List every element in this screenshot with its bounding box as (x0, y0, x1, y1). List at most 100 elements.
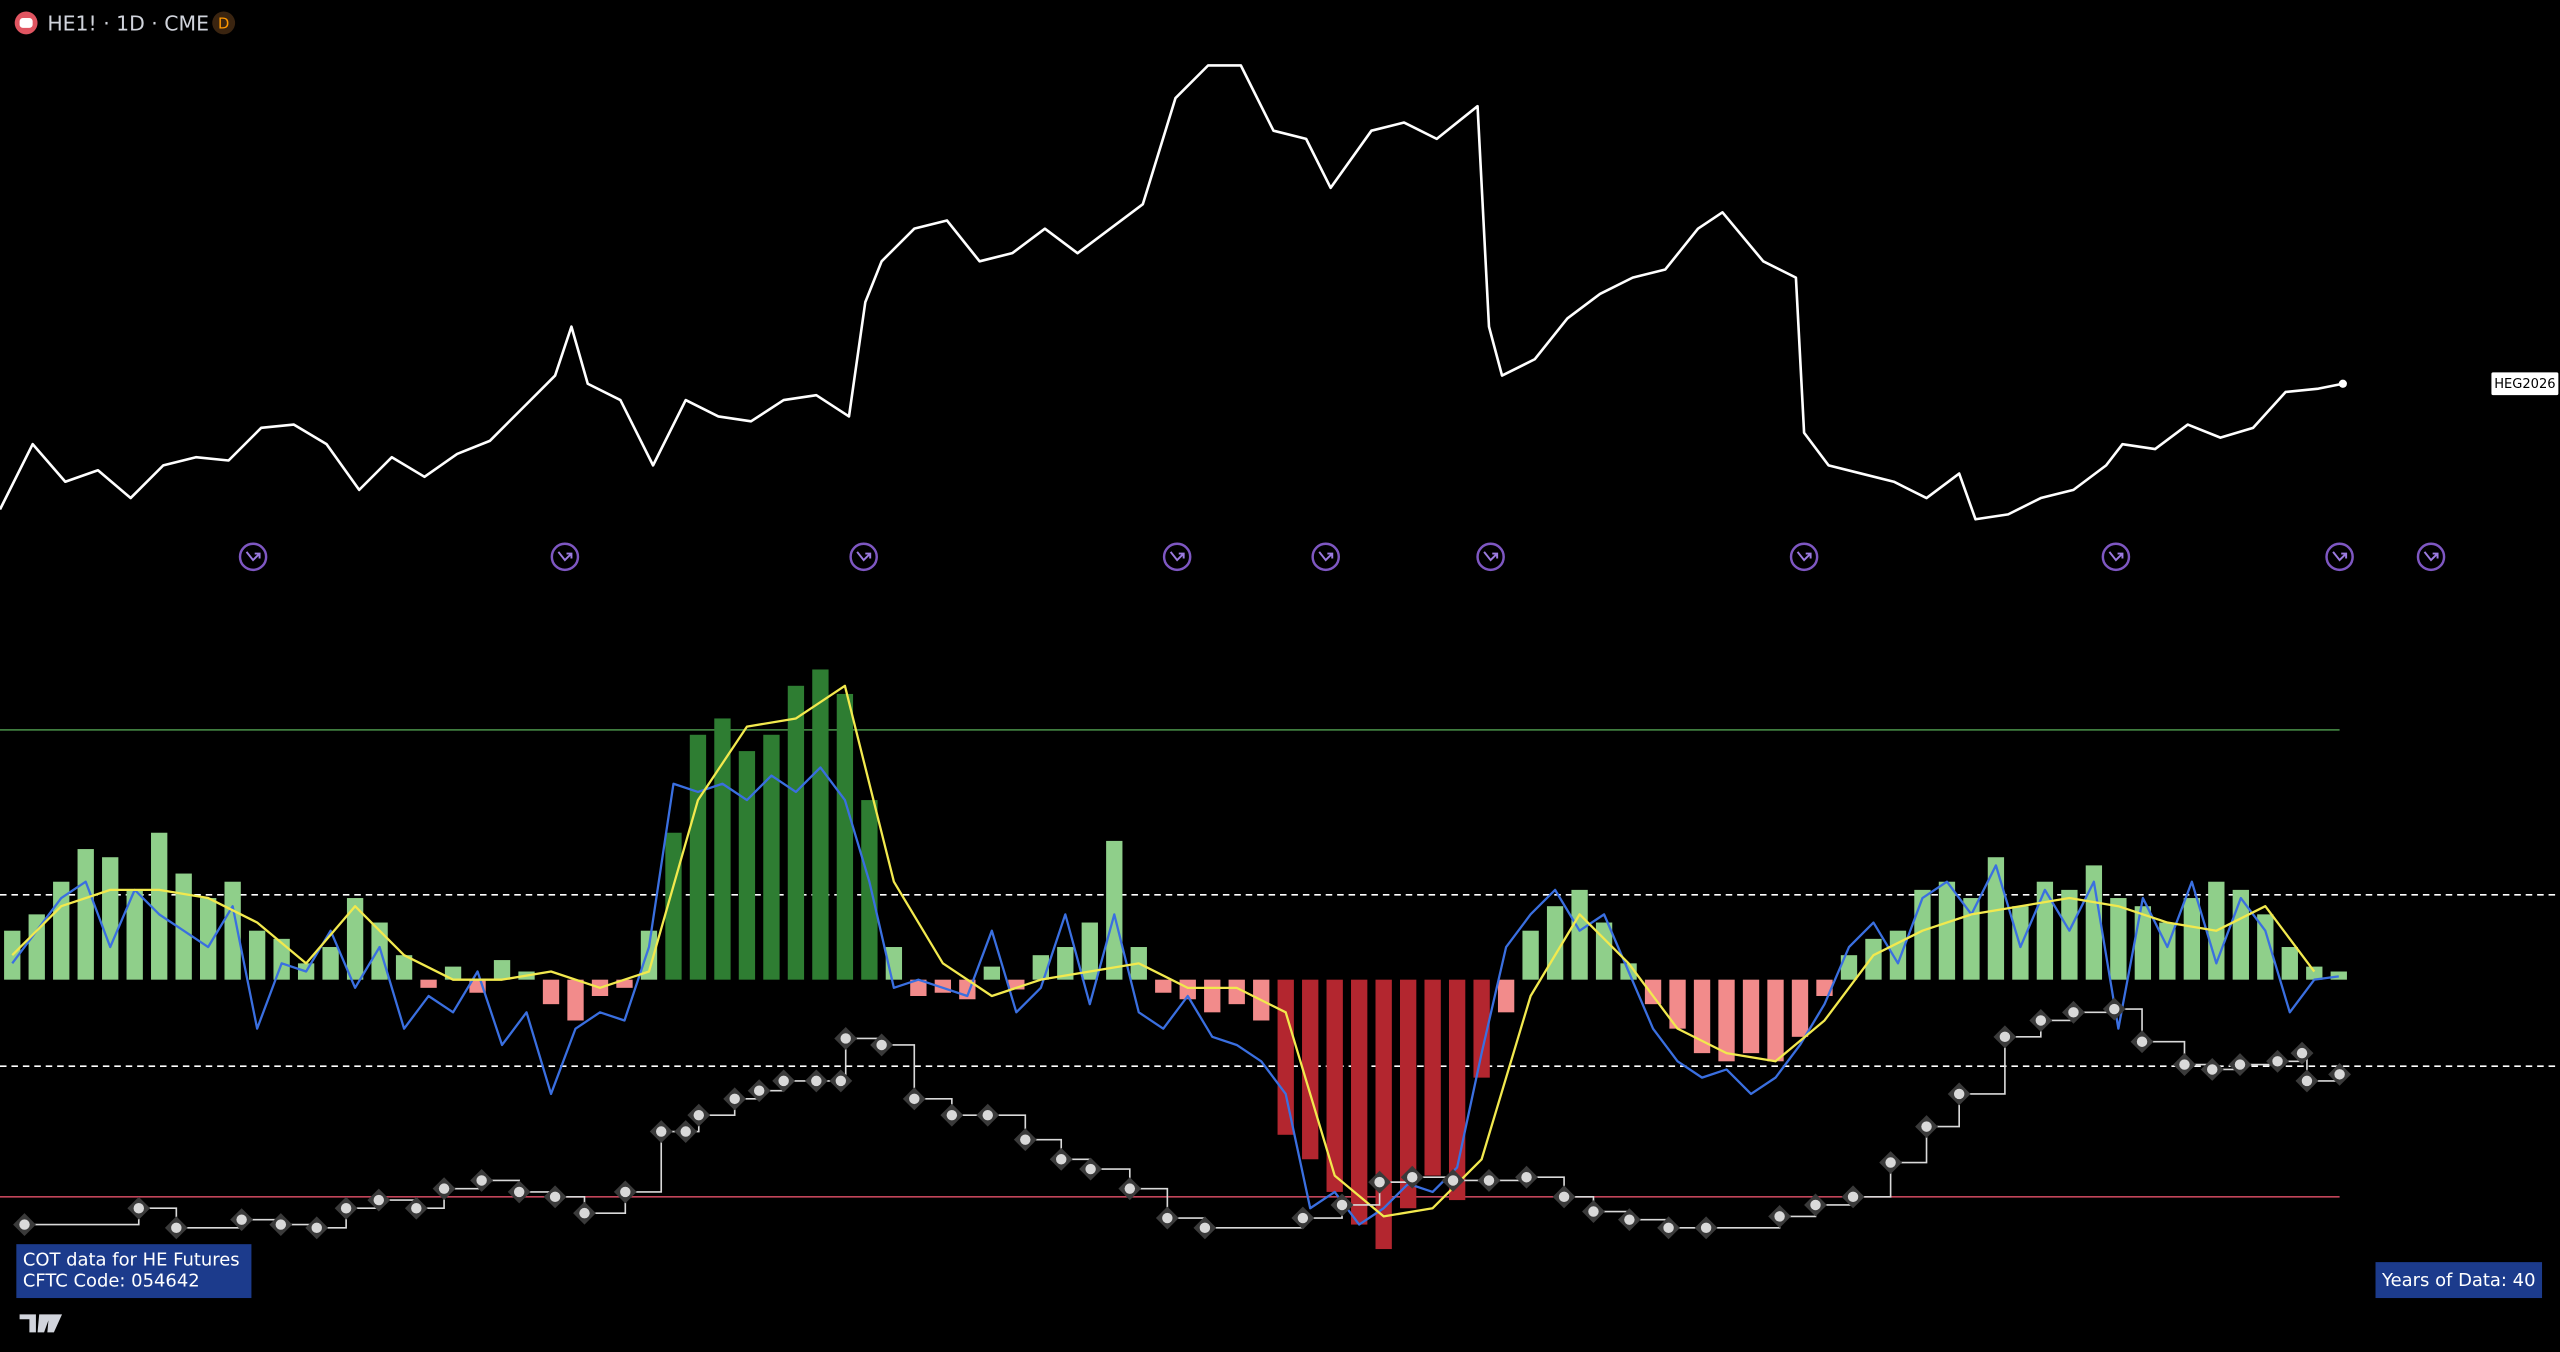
event-icon (1476, 542, 1505, 572)
bar (1546, 906, 1564, 980)
bar (2257, 914, 2274, 980)
bar (2085, 865, 2103, 980)
step-dot (1521, 1172, 1532, 1183)
bar (2012, 906, 2029, 980)
bar (420, 979, 437, 988)
step-dot (2207, 1064, 2218, 1075)
step-dot (1700, 1222, 1712, 1234)
bar (2330, 971, 2347, 980)
bar (1400, 979, 1417, 1209)
bar (910, 979, 927, 996)
step-dot (778, 1075, 789, 1087)
step-dot (2234, 1059, 2246, 1070)
step-dot (1199, 1222, 1211, 1234)
bar (102, 857, 119, 980)
symbol-icon-face (19, 18, 33, 28)
step-dot (1056, 1154, 1067, 1165)
bar (1742, 979, 1760, 1054)
step-dot (2334, 1069, 2345, 1080)
step-dot (579, 1207, 590, 1219)
bar (2036, 881, 2054, 980)
bar (2306, 966, 2323, 980)
bar (371, 922, 388, 980)
bar (1497, 979, 1515, 1013)
bar (640, 930, 658, 980)
event-glyph (856, 551, 872, 562)
step-dot (835, 1075, 847, 1087)
step-dot (549, 1191, 561, 1203)
bar (1938, 881, 1956, 980)
event-icon (1162, 542, 1192, 572)
bar (273, 938, 290, 980)
step-dot (171, 1222, 182, 1234)
step-dot (753, 1085, 765, 1096)
bar (2281, 947, 2298, 980)
logo[interactable] (19, 1314, 63, 1333)
event-glyph (1483, 551, 1499, 562)
bar (1718, 979, 1735, 1062)
step-dot (1810, 1199, 1821, 1211)
event-glyph (557, 551, 573, 562)
step-dot (840, 1033, 851, 1044)
step-dot (1336, 1199, 1348, 1211)
bar (1522, 930, 1539, 980)
step-dot (1624, 1214, 1635, 1225)
symbol-title[interactable]: HE1! · 1D · CME (47, 12, 209, 36)
step-dot (2035, 1015, 2047, 1026)
step-dot (1020, 1134, 1031, 1145)
step-dot (340, 1203, 352, 1214)
step-dot (513, 1186, 525, 1198)
bar (1204, 979, 1221, 1013)
step-dot (1407, 1172, 1418, 1183)
bar (1865, 938, 1882, 980)
bar (616, 979, 633, 988)
bar (1693, 979, 1711, 1054)
bar (53, 881, 70, 980)
info-box (16, 1244, 252, 1299)
step-dot (620, 1186, 631, 1198)
event-icon (1311, 542, 1340, 572)
bar (787, 685, 805, 980)
bar (1840, 955, 1858, 980)
bar (1473, 979, 1490, 1078)
step-dot (693, 1109, 704, 1121)
bar (1008, 979, 1025, 990)
bar (346, 898, 364, 980)
bar (1081, 922, 1098, 980)
event-glyph (1169, 551, 1185, 562)
bar (1351, 979, 1368, 1225)
bar (126, 889, 143, 980)
event-icon (849, 542, 878, 572)
step-dot (909, 1093, 920, 1105)
step-dot (729, 1093, 740, 1105)
step-dot (2109, 1003, 2120, 1015)
step-dot (311, 1222, 322, 1234)
event-icon (550, 542, 580, 572)
bar (1424, 979, 1441, 1176)
step-dot (1558, 1191, 1570, 1203)
badge: D (218, 16, 229, 33)
step-dot (2296, 1047, 2308, 1059)
event-glyph (245, 551, 261, 562)
bar (175, 873, 192, 980)
years-box (2375, 1262, 2543, 1299)
bar (1987, 857, 2005, 980)
bar (2232, 889, 2249, 980)
bar (322, 947, 339, 980)
bar (567, 979, 584, 1021)
step-dot (1953, 1088, 1965, 1100)
step-dot (373, 1194, 384, 1206)
bar (395, 955, 413, 980)
bar (151, 832, 168, 980)
event-icon (238, 542, 268, 572)
price-label-bg (2491, 372, 2559, 396)
step-dot (1885, 1157, 1896, 1168)
step-dot (1447, 1175, 1459, 1186)
step-dot (680, 1126, 691, 1137)
step-dot (1124, 1183, 1136, 1194)
event-icon (2416, 542, 2446, 572)
event-glyph (2423, 551, 2439, 562)
bar (1963, 898, 1980, 980)
bar (1644, 979, 1662, 1005)
